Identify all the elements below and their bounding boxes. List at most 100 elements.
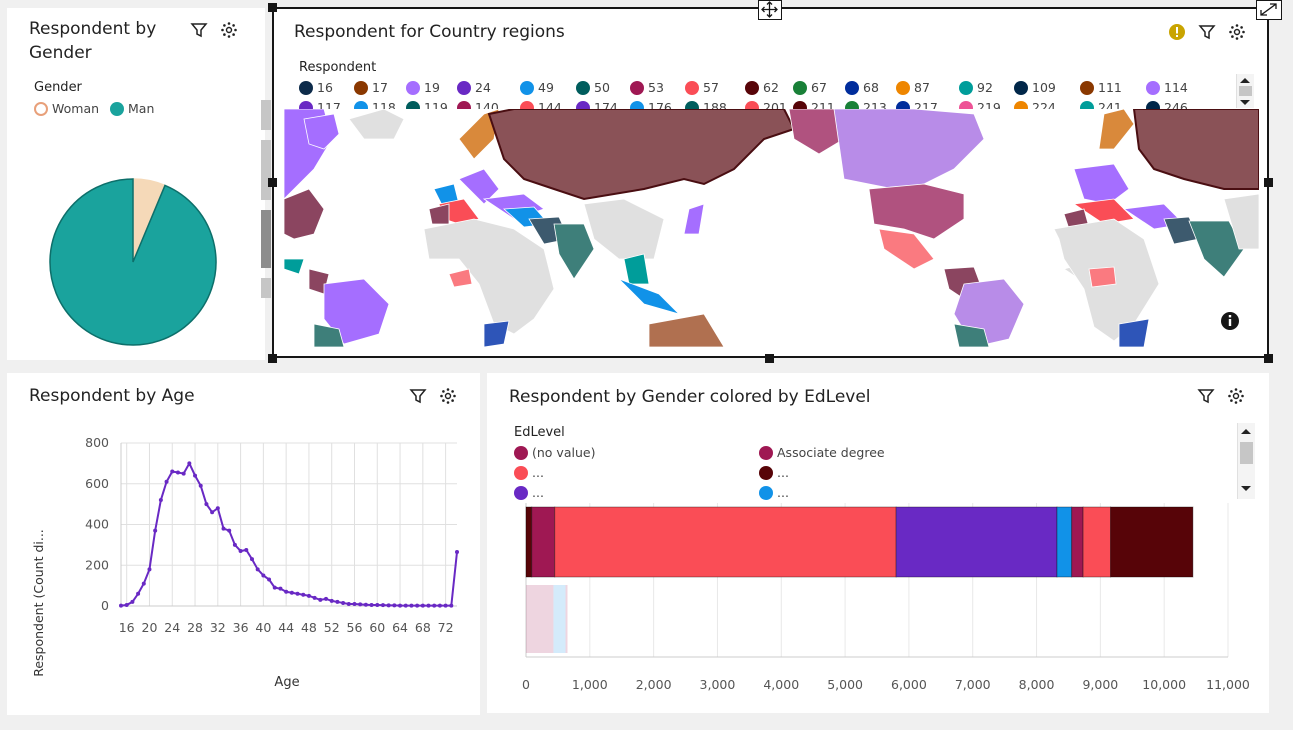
age-data-point[interactable] bbox=[318, 597, 323, 602]
legend-item-edlevel[interactable]: (no value) bbox=[514, 445, 595, 460]
world-map[interactable] bbox=[284, 109, 1259, 347]
map-legend-item[interactable]: 50 bbox=[576, 80, 610, 95]
resize-handle[interactable] bbox=[268, 354, 277, 363]
bar-segment-man[interactable] bbox=[531, 506, 556, 578]
legend-item-woman[interactable]: Woman bbox=[34, 101, 99, 116]
map-legend-item[interactable]: 92 bbox=[959, 80, 993, 95]
scroll-up-icon[interactable] bbox=[1240, 78, 1250, 83]
filter-icon[interactable] bbox=[190, 21, 208, 39]
age-data-point[interactable] bbox=[227, 528, 232, 533]
bar-segment-woman[interactable] bbox=[553, 585, 566, 653]
bar-segment-man[interactable] bbox=[554, 506, 897, 578]
age-data-point[interactable] bbox=[267, 577, 272, 582]
map-legend-item[interactable]: 201 bbox=[745, 100, 787, 109]
map-legend-item[interactable]: 217 bbox=[896, 100, 938, 109]
resize-handle[interactable] bbox=[765, 354, 774, 363]
age-data-point[interactable] bbox=[136, 591, 141, 596]
settings-icon[interactable] bbox=[439, 387, 457, 405]
map-legend-item[interactable]: 119 bbox=[406, 100, 448, 109]
map-legend-item[interactable]: 111 bbox=[1080, 80, 1122, 95]
bar-segment-man[interactable] bbox=[1082, 506, 1112, 578]
scroll-thumb[interactable] bbox=[1240, 442, 1253, 464]
age-data-point[interactable] bbox=[455, 550, 459, 555]
age-data-point[interactable] bbox=[147, 567, 152, 572]
age-data-point[interactable] bbox=[358, 602, 363, 607]
map-legend-item[interactable]: 19 bbox=[406, 80, 440, 95]
age-data-point[interactable] bbox=[215, 506, 220, 511]
filter-icon[interactable] bbox=[1197, 387, 1215, 405]
map-info-icon[interactable] bbox=[1221, 312, 1239, 330]
age-data-point[interactable] bbox=[244, 547, 249, 552]
age-data-point[interactable] bbox=[329, 598, 334, 603]
bar-segment-man[interactable] bbox=[1110, 506, 1194, 578]
age-data-point[interactable] bbox=[392, 603, 397, 608]
age-data-point[interactable] bbox=[443, 603, 448, 608]
map-legend-item[interactable]: 24 bbox=[457, 80, 491, 95]
edlevel-bar-chart[interactable]: 0 1,000 2,000 3,000 4,000 5,000 6,000 7,000 8,00… bbox=[487, 373, 1269, 713]
age-data-point[interactable] bbox=[346, 601, 351, 606]
age-data-point[interactable] bbox=[369, 602, 374, 607]
map-legend-item[interactable]: 49 bbox=[520, 80, 554, 95]
map-legend-scrollbar[interactable] bbox=[1236, 74, 1254, 108]
map-legend-item[interactable]: 176 bbox=[630, 100, 672, 109]
age-data-point[interactable] bbox=[284, 589, 289, 594]
age-data-point[interactable] bbox=[301, 592, 306, 597]
map-legend-item[interactable]: 118 bbox=[354, 100, 396, 109]
age-data-point[interactable] bbox=[187, 461, 192, 466]
age-data-point[interactable] bbox=[232, 542, 237, 547]
age-data-point[interactable] bbox=[278, 586, 283, 591]
map-legend-item[interactable]: 224 bbox=[1014, 100, 1056, 109]
legend-item-edlevel[interactable]: ... bbox=[514, 485, 544, 500]
map-legend-item[interactable]: 62 bbox=[745, 80, 779, 95]
warning-icon[interactable] bbox=[1168, 23, 1186, 41]
age-data-point[interactable] bbox=[261, 573, 266, 578]
bar-segment-woman[interactable] bbox=[526, 585, 554, 653]
bar-segment-man[interactable] bbox=[1071, 506, 1084, 578]
bar-segment-man[interactable] bbox=[895, 506, 1058, 578]
age-data-point[interactable] bbox=[198, 483, 203, 488]
map-legend-item[interactable]: 241 bbox=[1080, 100, 1122, 109]
legend-item-man[interactable]: Man bbox=[110, 101, 154, 116]
settings-icon[interactable] bbox=[1228, 23, 1246, 41]
scroll-down-icon[interactable] bbox=[1241, 486, 1251, 491]
resize-handle[interactable] bbox=[268, 178, 277, 187]
map-legend-item[interactable]: 211 bbox=[793, 100, 835, 109]
age-data-point[interactable] bbox=[432, 603, 437, 608]
age-data-point[interactable] bbox=[403, 603, 408, 608]
map-legend-item[interactable]: 87 bbox=[896, 80, 930, 95]
settings-icon[interactable] bbox=[220, 21, 238, 39]
age-data-point[interactable] bbox=[375, 602, 380, 607]
age-data-point[interactable] bbox=[238, 548, 243, 553]
age-data-point[interactable] bbox=[437, 603, 442, 608]
edlevel-legend-scrollbar[interactable] bbox=[1237, 423, 1255, 499]
map-legend-item[interactable]: 140 bbox=[457, 100, 499, 109]
map-legend-item[interactable]: 144 bbox=[520, 100, 562, 109]
age-data-point[interactable] bbox=[386, 603, 391, 608]
age-data-point[interactable] bbox=[398, 603, 403, 608]
age-data-point[interactable] bbox=[170, 469, 175, 474]
scroll-up-icon[interactable] bbox=[1241, 429, 1251, 434]
legend-item-edlevel[interactable]: ... bbox=[759, 465, 789, 480]
map-legend-item[interactable]: 219 bbox=[959, 100, 1001, 109]
age-data-point[interactable] bbox=[130, 599, 135, 604]
age-data-point[interactable] bbox=[193, 473, 198, 478]
scroll-down-icon[interactable] bbox=[1240, 100, 1250, 105]
age-data-point[interactable] bbox=[324, 596, 329, 601]
resize-handle[interactable] bbox=[1264, 354, 1273, 363]
bar-segment-man[interactable] bbox=[525, 506, 533, 578]
bar-segment-woman[interactable] bbox=[565, 585, 568, 653]
age-data-point[interactable] bbox=[426, 603, 431, 608]
age-data-point[interactable] bbox=[415, 603, 420, 608]
age-data-point[interactable] bbox=[306, 593, 311, 598]
map-legend-item[interactable]: 109 bbox=[1014, 80, 1056, 95]
age-data-point[interactable] bbox=[272, 585, 277, 590]
age-data-point[interactable] bbox=[153, 528, 158, 533]
age-data-point[interactable] bbox=[221, 526, 226, 531]
map-legend-item[interactable]: 53 bbox=[630, 80, 664, 95]
age-data-point[interactable] bbox=[164, 479, 169, 484]
pie-slice-man[interactable] bbox=[49, 178, 217, 346]
age-data-point[interactable] bbox=[380, 603, 385, 608]
age-data-point[interactable] bbox=[210, 510, 215, 515]
settings-icon[interactable] bbox=[1227, 387, 1245, 405]
resize-handle[interactable] bbox=[268, 3, 277, 12]
